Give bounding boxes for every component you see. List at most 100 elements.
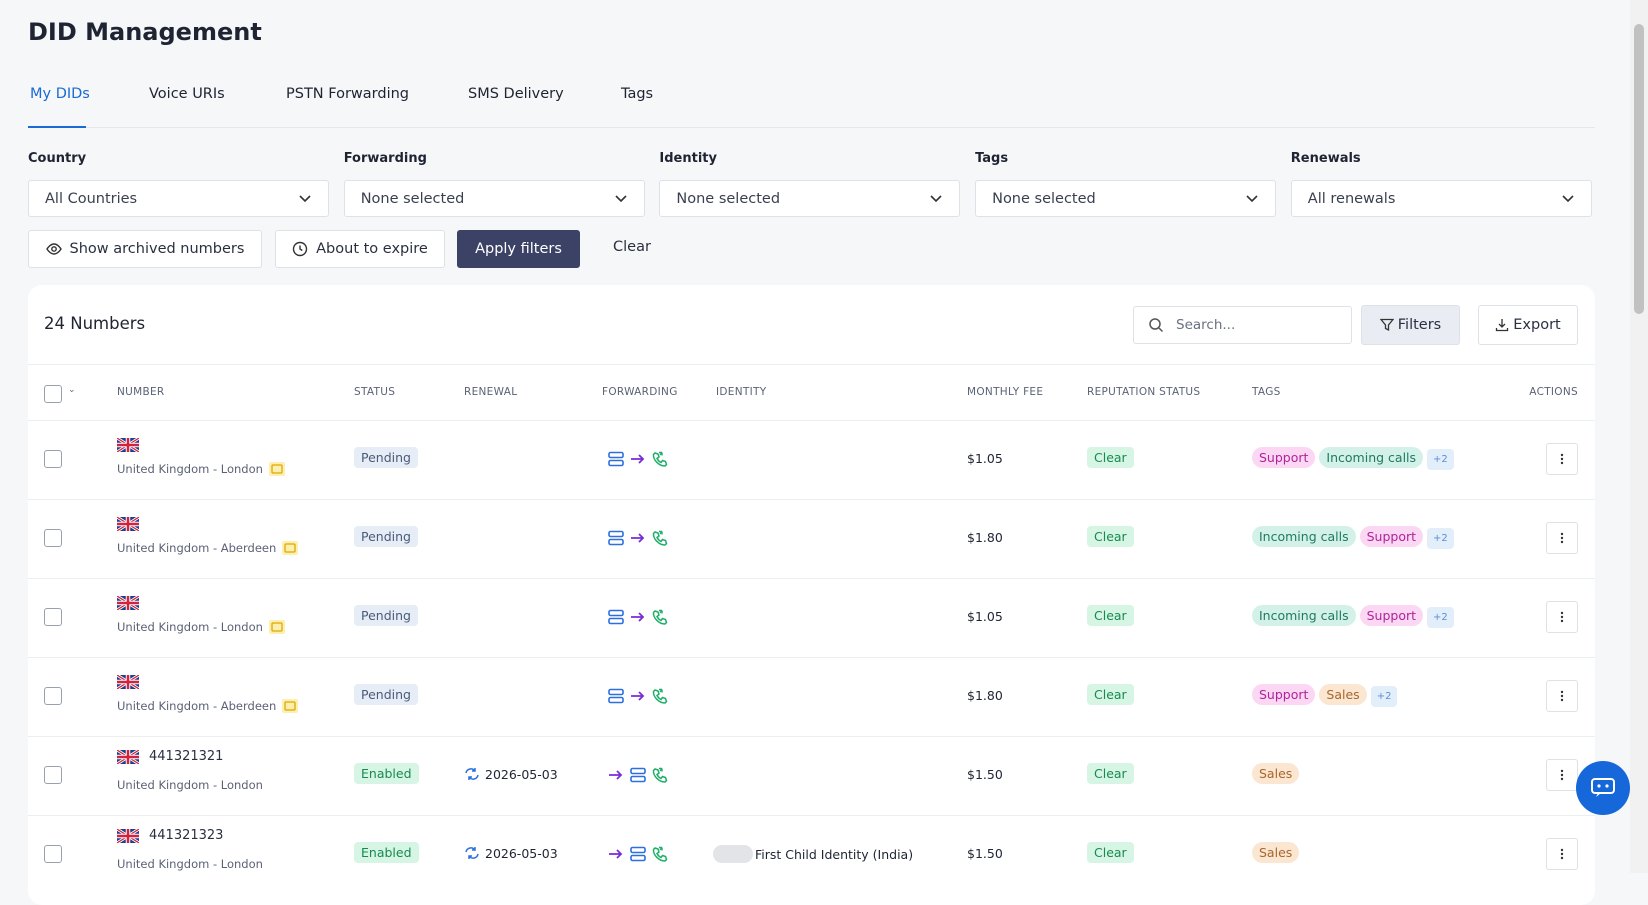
forwarding-icon <box>630 846 646 862</box>
kebab-icon <box>1560 848 1564 860</box>
label: About to expire <box>316 241 428 257</box>
row-divider <box>28 736 1595 737</box>
renewal-date: 2026-05-03 <box>485 845 558 861</box>
actions-button[interactable] <box>1546 680 1578 712</box>
reputation-badge: Clear <box>1087 447 1134 468</box>
actions-button[interactable] <box>1546 443 1578 475</box>
monthly-fee: $1.05 <box>967 451 1003 466</box>
location: United Kingdom - London <box>117 857 263 871</box>
select-all-checkbox[interactable] <box>44 385 62 403</box>
row-checkbox[interactable] <box>44 529 62 547</box>
status-badge: Pending <box>354 526 418 547</box>
flag-icon <box>116 594 140 612</box>
location-text: United Kingdom - London <box>117 620 263 634</box>
reputation-badge: Clear <box>1087 605 1134 626</box>
monthly-fee: $1.80 <box>967 688 1003 703</box>
forwarding <box>608 767 668 783</box>
forwarding-icon <box>608 451 624 467</box>
select-menu[interactable]: ⌄ <box>68 385 76 395</box>
column-header: REPUTATION STATUS <box>1087 386 1201 398</box>
show-archived-button[interactable]: Show archived numbers <box>28 230 262 268</box>
location-text: United Kingdom - London <box>117 857 263 871</box>
note-icon <box>268 620 285 634</box>
filter-value: None selected <box>992 190 1096 207</box>
kebab-icon <box>1560 453 1564 465</box>
tag: Incoming calls <box>1319 447 1424 468</box>
page-title: DID Management <box>28 18 262 46</box>
reputation-badge: Clear <box>1087 842 1134 863</box>
filter-value: All renewals <box>1307 190 1396 207</box>
clear-button[interactable]: Clear <box>613 239 651 255</box>
flag <box>116 436 140 454</box>
renew-icon <box>464 845 480 861</box>
row-checkbox[interactable] <box>44 450 62 468</box>
forwarding-icon <box>652 846 668 862</box>
filters-button[interactable]: Filters <box>1361 305 1460 345</box>
location: United Kingdom - London <box>117 620 285 634</box>
forwarding-icon <box>608 688 624 704</box>
forwarding-icon <box>608 530 624 546</box>
status-badge: Enabled <box>354 842 419 863</box>
renewal: 2026-05-03 <box>464 766 558 782</box>
forwarding-icon <box>652 767 668 783</box>
tag: Sales <box>1252 763 1300 784</box>
chevron <box>614 192 628 206</box>
tag: Incoming calls <box>1252 605 1356 626</box>
label: Show archived numbers <box>69 241 245 257</box>
row-checkbox[interactable] <box>44 608 62 626</box>
tag: Sales <box>1319 684 1367 705</box>
apply-filters-button[interactable]: Apply filters <box>457 230 580 268</box>
status-badge: Pending <box>354 605 418 626</box>
number: 441321321 <box>149 749 224 764</box>
filter-label: Tags <box>975 151 1009 166</box>
tag: +2 <box>1427 449 1454 470</box>
tab[interactable]: My DIDs <box>30 86 90 102</box>
kebab-icon <box>1560 611 1564 623</box>
column-header: IDENTITY <box>716 386 767 398</box>
filter-select[interactable]: None selected <box>659 180 961 217</box>
actions-button[interactable] <box>1546 838 1578 870</box>
forwarding-icon <box>630 767 646 783</box>
actions-button[interactable] <box>1546 522 1578 554</box>
kebab-icon <box>1560 532 1564 544</box>
forwarding-icon <box>608 767 624 783</box>
search-box[interactable]: Search... <box>1133 306 1352 344</box>
monthly-fee: $1.80 <box>967 530 1003 545</box>
forwarding-icon <box>630 609 646 625</box>
export-button[interactable]: Export <box>1478 305 1578 345</box>
about-to-expire-button[interactable]: About to expire <box>275 230 445 268</box>
chevron <box>298 192 312 206</box>
forwarding-icon <box>608 846 624 862</box>
actions-button[interactable] <box>1546 601 1578 633</box>
forwarding-icon <box>652 609 668 625</box>
chat-button[interactable] <box>1576 761 1630 815</box>
filter-select[interactable]: None selected <box>343 180 645 217</box>
flag-icon <box>116 515 140 533</box>
forwarding <box>608 530 668 546</box>
reputation-badge: Clear <box>1087 684 1134 705</box>
filter-select[interactable]: All Countries <box>28 180 329 217</box>
filter-select[interactable]: None selected <box>975 180 1277 217</box>
filter-label: Renewals <box>1290 151 1361 166</box>
tab[interactable]: PSTN Forwarding <box>286 86 409 102</box>
renew-icon <box>464 766 480 782</box>
row-checkbox[interactable] <box>44 766 62 784</box>
actions-button[interactable] <box>1546 759 1578 791</box>
tab[interactable]: Voice URIs <box>149 86 225 102</box>
tags: Support Incoming calls +2 <box>1252 447 1458 470</box>
filter-select[interactable]: All renewals <box>1290 180 1592 217</box>
row-checkbox[interactable] <box>44 845 62 863</box>
tags: Incoming calls Support +2 <box>1252 605 1458 628</box>
identity: First Child Identity (India) <box>713 845 913 863</box>
location: United Kingdom - London <box>117 778 263 792</box>
row-checkbox[interactable] <box>44 687 62 705</box>
tab[interactable]: SMS Delivery <box>468 86 564 102</box>
reputation-badge: Clear <box>1087 763 1134 784</box>
filter-value: None selected <box>676 190 781 207</box>
tag: Incoming calls <box>1252 526 1356 547</box>
filter-value: All Countries <box>45 190 138 207</box>
column-header: TAGS <box>1252 386 1281 398</box>
tab[interactable]: Tags <box>621 86 654 102</box>
forwarding <box>608 846 668 862</box>
status-badge: Pending <box>354 447 418 468</box>
